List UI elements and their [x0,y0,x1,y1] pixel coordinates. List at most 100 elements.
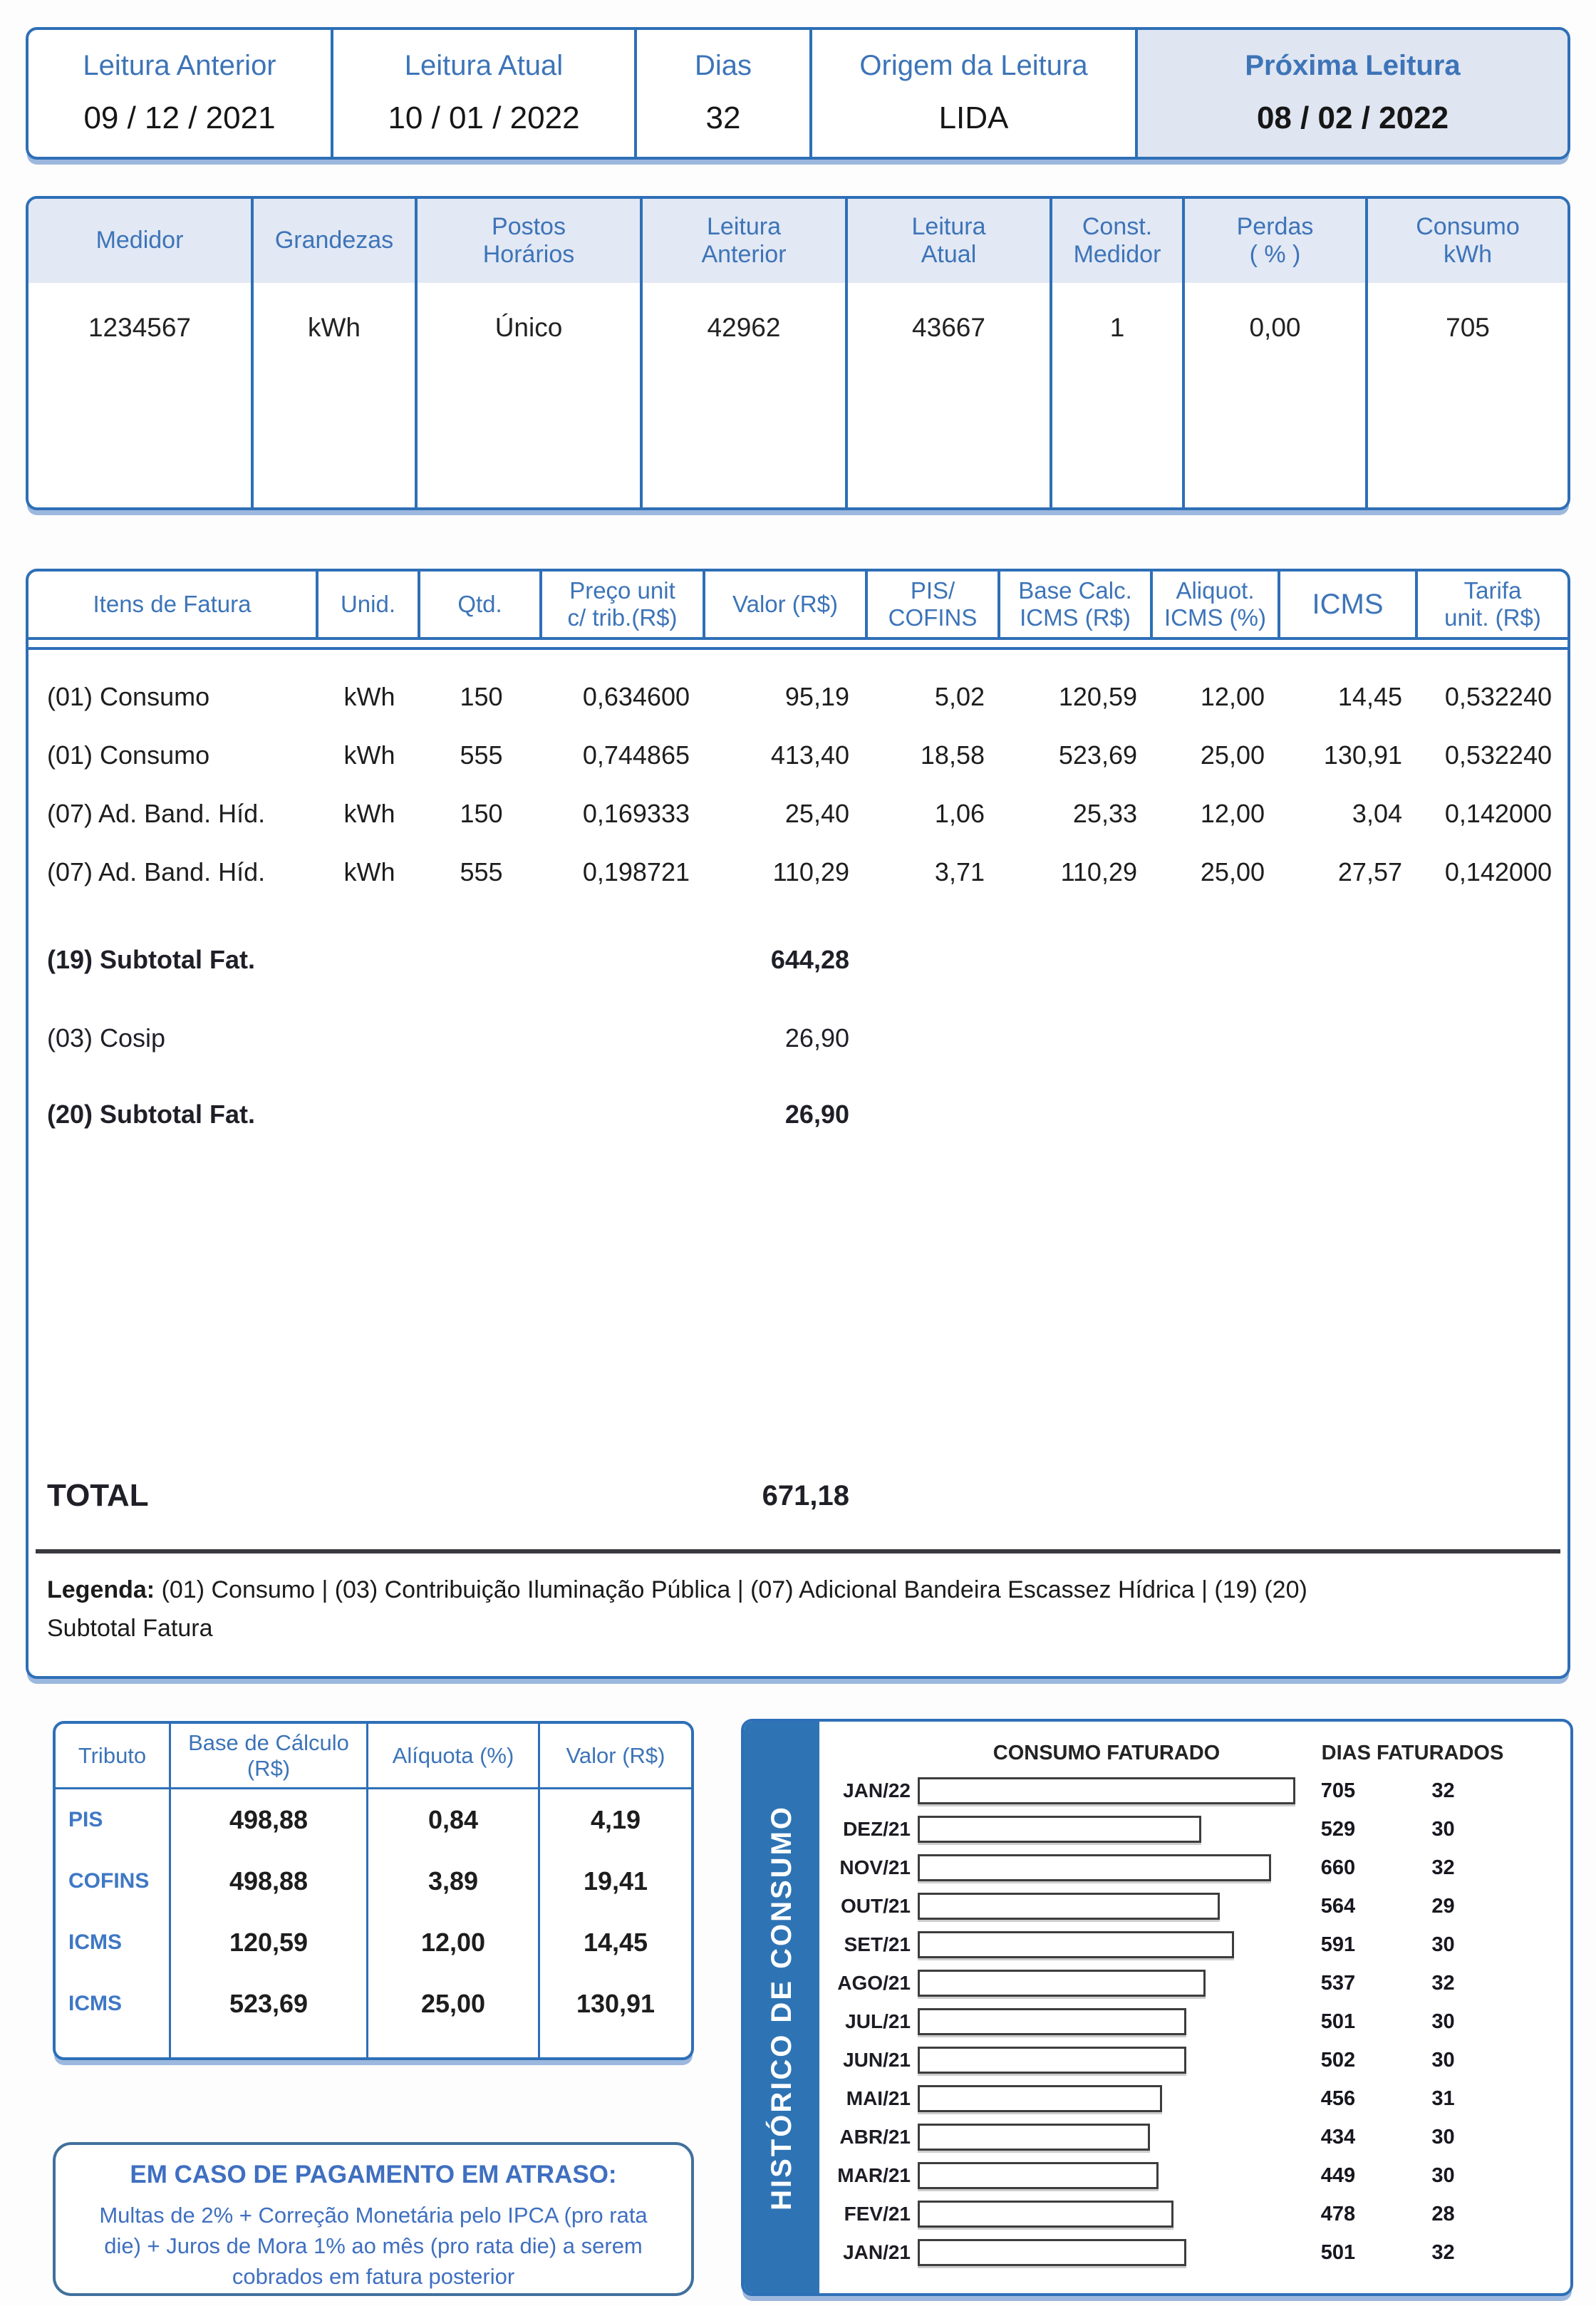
legend-prefix: Legenda: [47,1576,155,1603]
late-payment-body: Multas de 2% + Correção Monetária pelo I… [99,2203,648,2289]
current-reading-label: Leitura Atual [404,50,564,81]
days-value: 32 [1431,2240,1455,2264]
item-row: (01) Consumo kWh 150 0,634600 95,19 5,02… [28,668,1568,726]
reading-summary-cell-origin: Origem da Leitura LIDA [812,30,1138,157]
items-header-cell: Unid. [318,572,420,637]
item-unit: kWh [343,682,395,711]
chart-row: JAN/21 501 32 [825,2233,1570,2272]
meter-col-perdas: Perdas ( % ) 0,00 [1185,199,1368,507]
chart-sidebar: HISTÓRICO DE CONSUMO [744,1722,819,2293]
item-pis-cofins: 18,58 [920,740,985,770]
consumption-bar [918,1777,1295,1804]
header-double-line [28,643,1568,650]
bar-track [918,2008,1295,2035]
meter-col-medidor: Medidor 1234567 [28,199,254,507]
tax-name: ICMS [68,1930,122,1954]
meter-header: Consumo kWh [1368,199,1568,283]
next-reading-value: 08 / 02 / 2022 [1256,100,1449,135]
meter-header: Grandezas [254,199,415,283]
item-icms-base: 25,33 [1072,799,1137,828]
consumption-history-chart: HISTÓRICO DE CONSUMO CONSUMO FATURADO DI… [741,1719,1573,2296]
meter-col-grandezas: Grandezas kWh [254,199,418,507]
item-description: (07) Ad. Band. Híd. [47,857,266,886]
item-description: (01) Consumo [47,740,210,770]
days-value: 31 [1431,2087,1455,2110]
bar-track [918,2124,1295,2151]
meter-header: Medidor [28,199,251,283]
invoice-items-table: Itens de Fatura Unid. Qtd. Preço unit c/… [26,569,1570,1679]
total-value: 671,18 [762,1479,849,1511]
total-label: TOTAL [47,1478,149,1513]
chart-row: FEV/21 478 28 [825,2195,1570,2233]
days-value: 32 [1431,1856,1455,1879]
legend-text: Legenda: (01) Consumo | (03) Contribuiçã… [47,1571,1401,1648]
month-label: JAN/22 [843,1779,911,1801]
item-tariff: 0,532240 [1444,682,1552,711]
consumption-value: 501 [1320,2010,1356,2033]
tax-rate: 0,84 [428,1805,479,1834]
item-icms-base: 120,59 [1058,682,1137,711]
item-qty: 555 [460,857,503,886]
origin-label: Origem da Leitura [859,50,1088,81]
item-icms-base: 110,29 [1060,857,1137,886]
subtotal-label: (20) Subtotal Fat. [47,1100,256,1129]
meter-col-consumo: Consumo kWh 705 [1368,199,1568,507]
meter-table: Medidor 1234567 Grandezas kWh Postos Hor… [26,196,1570,510]
chart-row: MAR/21 449 30 [825,2156,1570,2195]
tax-col-value: Valor (R$) 4,19 19,41 14,45 130,91 [540,1724,691,2057]
chart-sidebar-title: HISTÓRICO DE CONSUMO [765,1804,797,2211]
tax-header: Valor (R$) [540,1724,691,1789]
consumption-value: 456 [1320,2087,1356,2110]
days-value: 32 [1431,1971,1455,1995]
days-value: 30 [1431,1817,1455,1841]
meter-value: 42962 [707,313,781,342]
chart-row: ABR/21 434 30 [825,2118,1570,2156]
item-pis-cofins: 5,02 [934,682,985,711]
item-icms: 27,57 [1337,857,1402,886]
consumption-value: 449 [1320,2163,1356,2187]
total-row: TOTAL 671,18 [28,1466,1568,1526]
item-tariff: 0,532240 [1444,740,1552,770]
item-icms: 14,45 [1337,682,1402,711]
days-column-title: DIAS FATURADOS [1321,1741,1504,1764]
item-unit-price: 0,169333 [582,799,690,828]
tax-base: 498,88 [229,1866,309,1896]
chart-content: CONSUMO FATURADO DIAS FATURADOS JAN/22 7… [819,1722,1570,2293]
item-icms-rate: 12,00 [1200,682,1265,711]
month-label: SET/21 [844,1933,911,1955]
consumption-bar [918,2239,1186,2266]
bar-track [918,2162,1295,2189]
month-label: AGO/21 [837,1972,911,1994]
days-value: 30 [1431,2048,1455,2072]
cosip-value: 26,90 [784,1023,849,1053]
bar-track [918,2047,1295,2074]
consumption-value: 660 [1320,1856,1356,1879]
month-label: MAR/21 [837,2164,911,2186]
month-label: OUT/21 [840,1895,911,1917]
meter-col-const: Const. Medidor 1 [1052,199,1185,507]
bar-track [918,1816,1295,1843]
consumption-value: 478 [1320,2202,1356,2225]
consumption-bar [918,2201,1174,2228]
item-qty: 555 [460,740,503,770]
consumption-value: 434 [1320,2125,1356,2149]
bar-track [918,1970,1295,1997]
bar-track [918,2085,1295,2112]
bar-track [918,1893,1295,1920]
items-header-cell-icms: ICMS [1280,572,1418,637]
consumption-bar [918,1931,1235,1958]
days-value: 29 [1431,1894,1455,1918]
consumption-bar [918,1816,1201,1843]
consumption-bar [918,2124,1151,2151]
chart-row: SET/21 591 30 [825,1925,1570,1964]
days-value: 30 [1431,2125,1455,2149]
tax-value: 19,41 [583,1866,648,1896]
tax-col-base: Base de Cálculo (R$) 498,88 498,88 120,5… [171,1724,368,2057]
chart-row: AGO/21 537 32 [825,1964,1570,2002]
consumption-value: 537 [1320,1971,1356,1995]
items-header-cell: Qtd. [420,572,542,637]
items-header-cell: Aliquot. ICMS (%) [1153,572,1280,637]
item-icms-rate: 25,00 [1200,857,1265,886]
consumption-bar [918,2085,1162,2112]
